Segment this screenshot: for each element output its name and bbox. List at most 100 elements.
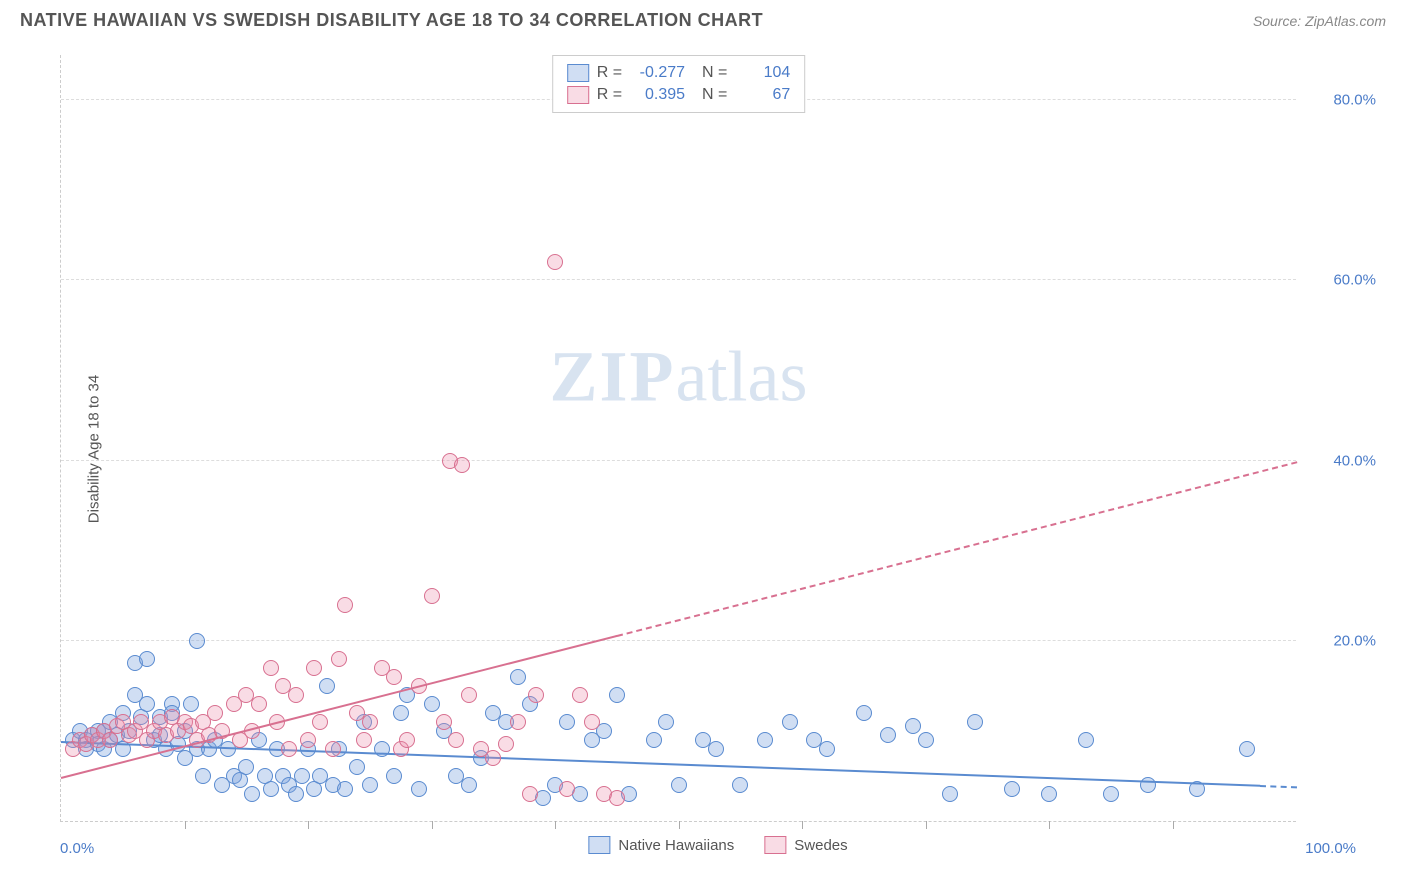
marker-hawaiian [319, 678, 335, 694]
marker-swedish [559, 781, 575, 797]
marker-hawaiian [195, 768, 211, 784]
marker-hawaiian [244, 786, 260, 802]
x-axis-max-label: 100.0% [1305, 840, 1356, 857]
marker-swedish [356, 732, 372, 748]
marker-swedish [609, 790, 625, 806]
marker-hawaiian [905, 718, 921, 734]
gridline-h [61, 640, 1296, 641]
marker-swedish [547, 254, 563, 270]
regline-dash-swedish [617, 461, 1297, 637]
marker-swedish [337, 597, 353, 613]
marker-swedish [436, 714, 452, 730]
swatch-hawaiian [588, 836, 610, 854]
marker-swedish [362, 714, 378, 730]
y-tick-label: 20.0% [1306, 632, 1376, 649]
marker-hawaiian [424, 696, 440, 712]
marker-swedish [424, 588, 440, 604]
y-tick-label: 40.0% [1306, 452, 1376, 469]
n-label: N = [693, 86, 727, 104]
x-tick [308, 821, 309, 829]
marker-swedish [263, 660, 279, 676]
legend-stats-box: R = -0.277 N = 104 R = 0.395 N = 67 [552, 55, 806, 113]
legend-stats-row: R = -0.277 N = 104 [567, 62, 791, 84]
x-tick [1173, 821, 1174, 829]
swatch-hawaiian [567, 64, 589, 82]
marker-hawaiian [337, 781, 353, 797]
marker-hawaiian [646, 732, 662, 748]
x-tick [555, 821, 556, 829]
marker-hawaiian [362, 777, 378, 793]
marker-hawaiian [819, 741, 835, 757]
marker-hawaiian [139, 651, 155, 667]
marker-hawaiian [1004, 781, 1020, 797]
marker-hawaiian [189, 633, 205, 649]
gridline-h [61, 279, 1296, 280]
marker-hawaiian [139, 696, 155, 712]
marker-swedish [325, 741, 341, 757]
marker-swedish [572, 687, 588, 703]
marker-hawaiian [288, 786, 304, 802]
marker-hawaiian [1103, 786, 1119, 802]
marker-hawaiian [732, 777, 748, 793]
marker-hawaiian [386, 768, 402, 784]
marker-hawaiian [658, 714, 674, 730]
legend-bottom: Native Hawaiians Swedes [588, 836, 847, 854]
x-tick [432, 821, 433, 829]
marker-hawaiian [559, 714, 575, 730]
legend-label: Native Hawaiians [618, 837, 734, 854]
marker-swedish [300, 732, 316, 748]
plot-area: ZIPatlas R = -0.277 N = 104 R = 0.395 N … [60, 55, 1296, 822]
marker-swedish [399, 732, 415, 748]
marker-swedish [461, 687, 477, 703]
marker-hawaiian [1078, 732, 1094, 748]
legend-item-swedish: Swedes [764, 836, 847, 854]
x-tick [679, 821, 680, 829]
legend-item-hawaiian: Native Hawaiians [588, 836, 734, 854]
n-value: 67 [735, 86, 790, 104]
marker-hawaiian [183, 696, 199, 712]
marker-swedish [454, 457, 470, 473]
source-attribution: Source: ZipAtlas.com [1253, 13, 1386, 29]
swatch-swedish [764, 836, 786, 854]
r-label: R = [597, 64, 622, 82]
r-label: R = [597, 86, 622, 104]
n-label: N = [693, 64, 727, 82]
marker-hawaiian [238, 759, 254, 775]
marker-swedish [251, 696, 267, 712]
marker-hawaiian [757, 732, 773, 748]
marker-hawaiian [918, 732, 934, 748]
marker-swedish [312, 714, 328, 730]
marker-swedish [306, 660, 322, 676]
marker-swedish [331, 651, 347, 667]
swatch-swedish [567, 86, 589, 104]
n-value: 104 [735, 64, 790, 82]
r-value: 0.395 [630, 86, 685, 104]
marker-swedish [584, 714, 600, 730]
marker-hawaiian [294, 768, 310, 784]
regline-dash-hawaiian [1260, 785, 1297, 788]
marker-swedish [281, 741, 297, 757]
header: NATIVE HAWAIIAN VS SWEDISH DISABILITY AG… [0, 0, 1406, 36]
marker-swedish [522, 786, 538, 802]
legend-stats-row: R = 0.395 N = 67 [567, 84, 791, 106]
chart-container: Disability Age 18 to 34 ZIPatlas R = -0.… [50, 45, 1386, 852]
marker-swedish [386, 669, 402, 685]
marker-hawaiian [393, 705, 409, 721]
marker-hawaiian [942, 786, 958, 802]
marker-hawaiian [609, 687, 625, 703]
marker-hawaiian [461, 777, 477, 793]
x-axis-min-label: 0.0% [60, 840, 94, 857]
r-value: -0.277 [630, 64, 685, 82]
marker-hawaiian [1041, 786, 1057, 802]
marker-hawaiian [510, 669, 526, 685]
x-tick [185, 821, 186, 829]
marker-swedish [485, 750, 501, 766]
marker-swedish [528, 687, 544, 703]
watermark: ZIPatlas [550, 335, 808, 418]
marker-hawaiian [708, 741, 724, 757]
marker-swedish [288, 687, 304, 703]
marker-hawaiian [1140, 777, 1156, 793]
marker-swedish [498, 736, 514, 752]
x-tick [926, 821, 927, 829]
marker-hawaiian [880, 727, 896, 743]
